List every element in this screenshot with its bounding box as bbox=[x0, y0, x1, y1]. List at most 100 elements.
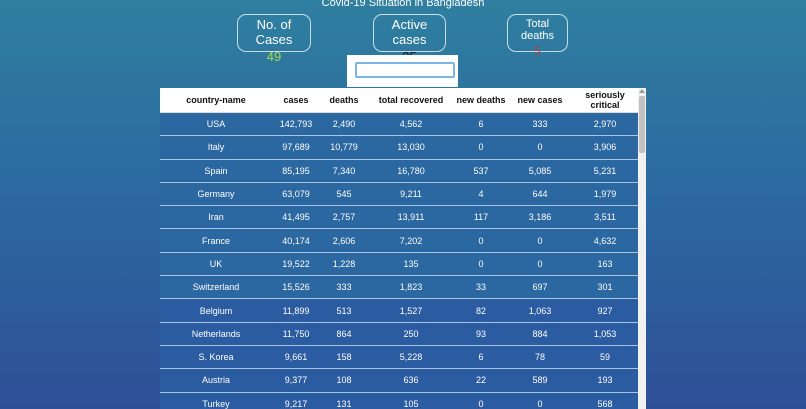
table-cell: 85,195 bbox=[272, 159, 320, 183]
table-cell: 131 bbox=[320, 392, 368, 409]
table-cell: 40,174 bbox=[272, 228, 320, 253]
scroll-up-arrow-icon[interactable] bbox=[639, 89, 645, 93]
table-row[interactable]: S. Korea 9,661 158 5,228 6 78 59 bbox=[160, 345, 638, 370]
table-cell: 10,779 bbox=[320, 135, 368, 160]
table-cell: 3,906 bbox=[572, 135, 638, 160]
search-container bbox=[347, 55, 458, 87]
table-cell: 1,527 bbox=[368, 298, 454, 323]
table-cell: 1,823 bbox=[368, 275, 454, 300]
table-cell: 333 bbox=[508, 112, 572, 137]
table-cell: 2,970 bbox=[572, 112, 638, 137]
table-cell: 163 bbox=[572, 252, 638, 277]
active-cases-stat-card: Active cases 25 bbox=[373, 14, 446, 64]
table-cell: 636 bbox=[368, 368, 454, 393]
table-cell: 63,079 bbox=[272, 182, 320, 207]
table-cell: 5,085 bbox=[508, 159, 572, 183]
table-cell: Switzerland bbox=[160, 275, 272, 300]
table-cell: 16,780 bbox=[368, 159, 454, 183]
table-cell: 9,217 bbox=[272, 392, 320, 409]
table-cell: 9,377 bbox=[272, 368, 320, 393]
table-cell: 545 bbox=[320, 182, 368, 207]
table-cell: 6 bbox=[454, 345, 508, 370]
table-row[interactable]: Turkey 9,217 131 105 0 0 568 bbox=[160, 392, 638, 409]
table-cell: Belgium bbox=[160, 298, 272, 323]
table-row[interactable]: Austria 9,377 108 636 22 589 193 bbox=[160, 368, 638, 393]
table-row[interactable]: Netherlands 11,750 864 250 93 884 1,053 bbox=[160, 322, 638, 346]
table-cell: 0 bbox=[454, 228, 508, 253]
table-cell: 13,911 bbox=[368, 205, 454, 230]
table-cell: 5,228 bbox=[368, 345, 454, 370]
table-cell: Iran bbox=[160, 205, 272, 230]
table-cell: 5,231 bbox=[572, 159, 638, 183]
countries-table: country-name cases deaths total recovered ne… bbox=[160, 88, 638, 409]
countries-table-container[interactable]: country-name cases deaths total recovered ne… bbox=[160, 88, 646, 409]
table-cell: 1,228 bbox=[320, 252, 368, 277]
column-header: new deaths bbox=[454, 88, 508, 113]
table-cell: 33 bbox=[454, 275, 508, 300]
table-cell: 0 bbox=[508, 392, 572, 409]
table-cell: 158 bbox=[320, 345, 368, 370]
table-header-row: country-name cases deaths total recovered ne… bbox=[160, 88, 638, 113]
table-cell: 41,495 bbox=[272, 205, 320, 230]
table-cell: 589 bbox=[508, 368, 572, 393]
table-cell: France bbox=[160, 228, 272, 253]
table-cell: S. Korea bbox=[160, 345, 272, 370]
table-cell: 1,063 bbox=[508, 298, 572, 323]
search-input[interactable] bbox=[355, 62, 455, 78]
table-cell: 0 bbox=[454, 392, 508, 409]
table-row[interactable]: Germany 63,079 545 9,211 4 644 1,979 bbox=[160, 182, 638, 207]
table-cell: 927 bbox=[572, 298, 638, 323]
table-row[interactable]: Iran 41,495 2,757 13,911 117 3,186 3,511 bbox=[160, 205, 638, 230]
table-cell: 6 bbox=[454, 112, 508, 137]
table-cell: 0 bbox=[508, 135, 572, 160]
table-cell: 2,606 bbox=[320, 228, 368, 253]
table-cell: 1,053 bbox=[572, 322, 638, 346]
column-header: seriously critical bbox=[572, 88, 638, 113]
table-row[interactable]: France 40,174 2,606 7,202 0 0 4,632 bbox=[160, 228, 638, 253]
table-row[interactable]: Belgium 11,899 513 1,527 82 1,063 927 bbox=[160, 298, 638, 323]
column-header: cases bbox=[272, 88, 320, 113]
table-cell: 864 bbox=[320, 322, 368, 346]
total-deaths-label: Total deaths bbox=[520, 18, 555, 42]
table-cell: UK bbox=[160, 252, 272, 277]
table-cell: 250 bbox=[368, 322, 454, 346]
table-cell: 59 bbox=[572, 345, 638, 370]
table-cell: 2,490 bbox=[320, 112, 368, 137]
table-scrollbar[interactable] bbox=[638, 88, 646, 409]
table-row[interactable]: Italy 97,689 10,779 13,030 0 0 3,906 bbox=[160, 135, 638, 160]
cases-stat-card: No. of Cases 49 bbox=[237, 14, 311, 64]
table-row[interactable]: USA 142,793 2,490 4,562 6 333 2,970 bbox=[160, 112, 638, 137]
table-row[interactable]: Spain 85,195 7,340 16,780 537 5,085 5,231 bbox=[160, 159, 638, 183]
table-cell: 105 bbox=[368, 392, 454, 409]
table-cell: 0 bbox=[454, 135, 508, 160]
table-cell: 193 bbox=[572, 368, 638, 393]
table-cell: 78 bbox=[508, 345, 572, 370]
table-cell: Turkey bbox=[160, 392, 272, 409]
table-cell: 644 bbox=[508, 182, 572, 207]
table-cell: 19,522 bbox=[272, 252, 320, 277]
table-cell: 1,979 bbox=[572, 182, 638, 207]
table-cell: 142,793 bbox=[272, 112, 320, 137]
table-cell: Austria bbox=[160, 368, 272, 393]
table-cell: 117 bbox=[454, 205, 508, 230]
table-cell: 4,632 bbox=[572, 228, 638, 253]
column-header: deaths bbox=[320, 88, 368, 113]
table-cell: Italy bbox=[160, 135, 272, 160]
table-cell: 108 bbox=[320, 368, 368, 393]
table-cell: 301 bbox=[572, 275, 638, 300]
table-cell: 697 bbox=[508, 275, 572, 300]
table-cell: 3,186 bbox=[508, 205, 572, 230]
table-row[interactable]: Switzerland 15,526 333 1,823 33 697 301 bbox=[160, 275, 638, 300]
table-cell: 568 bbox=[572, 392, 638, 409]
table-cell: 2,757 bbox=[320, 205, 368, 230]
table-cell: 13,030 bbox=[368, 135, 454, 160]
scrollbar-thumb[interactable] bbox=[639, 96, 645, 153]
table-row[interactable]: UK 19,522 1,228 135 0 0 163 bbox=[160, 252, 638, 277]
active-cases-label: Active cases bbox=[391, 17, 428, 47]
table-cell: 135 bbox=[368, 252, 454, 277]
cases-label: No. of Cases bbox=[255, 17, 293, 47]
total-deaths-value: 5 bbox=[534, 44, 541, 58]
page-title: Covid-19 Situation in Bangladesh bbox=[321, 0, 485, 9]
table-cell: 4 bbox=[454, 182, 508, 207]
table-cell: 11,899 bbox=[272, 298, 320, 323]
